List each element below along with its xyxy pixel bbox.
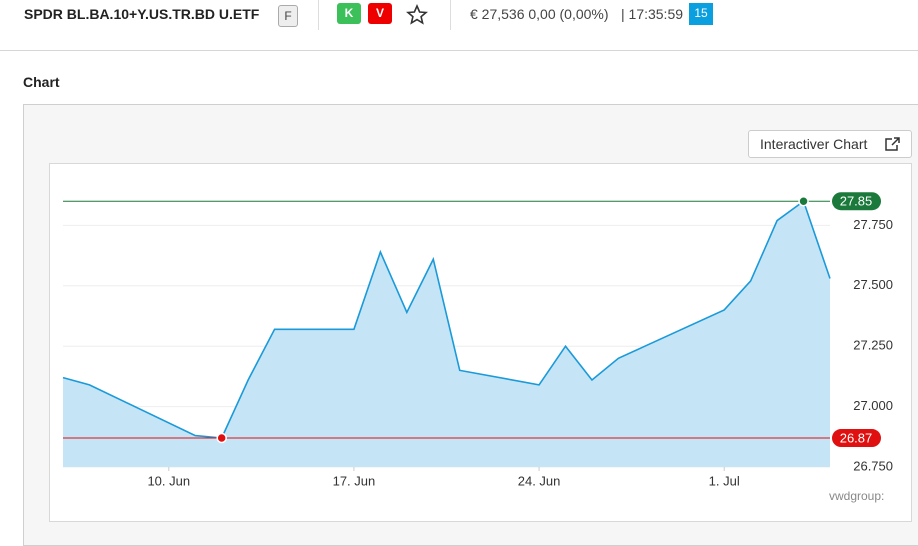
high-label: 27.85	[840, 194, 873, 209]
low-label: 26.87	[840, 430, 873, 445]
header: SPDR BL.BA.10+Y.US.TR.BD U.ETF F K V € 2…	[0, 0, 918, 51]
badge: F	[278, 5, 298, 27]
area-fill	[63, 201, 830, 468]
y-tick-label: 27.250	[853, 338, 893, 353]
x-tick-label: 24. Jun	[518, 473, 561, 488]
source: vwdgroup:	[829, 489, 885, 503]
y-tick-label: 27.750	[853, 217, 893, 232]
quote: € 27,536 0,00 (0,00%)	[470, 6, 609, 22]
interactive-chart-button[interactable]: Interactiver Chart	[748, 130, 912, 158]
divider	[318, 0, 319, 30]
low-label-bg	[832, 429, 881, 448]
instrument-name: SPDR BL.BA.10+Y.US.TR.BD U.ETF	[24, 6, 260, 22]
y-tick-label: 27.000	[853, 398, 893, 413]
high-label-bg	[832, 192, 881, 211]
buy-button[interactable]: K	[337, 3, 361, 24]
sell-button[interactable]: V	[368, 3, 392, 24]
delay-badge: 15	[689, 3, 713, 25]
external-icon	[885, 137, 900, 151]
low-dot	[216, 432, 227, 444]
button-label: Interactiver Chart	[760, 136, 868, 152]
price-line	[62, 199, 831, 439]
y-tick-label: 26.750	[853, 458, 893, 473]
watchlist-star[interactable]	[406, 4, 428, 26]
time: | 17:35:59	[621, 6, 684, 22]
y-tick-label: 27.500	[853, 277, 893, 292]
x-tick-label: 10. Jun	[147, 473, 190, 488]
chart: 26.750 27.000 27.250 27.500 27.750 10. Jun 17.…	[62, 192, 893, 488]
x-tick-label: 17. Jun	[333, 473, 376, 488]
section-title: Chart	[23, 74, 60, 90]
high-dot	[798, 195, 809, 207]
x-tick-label: 1. Jul	[709, 473, 740, 488]
divider	[450, 0, 451, 30]
